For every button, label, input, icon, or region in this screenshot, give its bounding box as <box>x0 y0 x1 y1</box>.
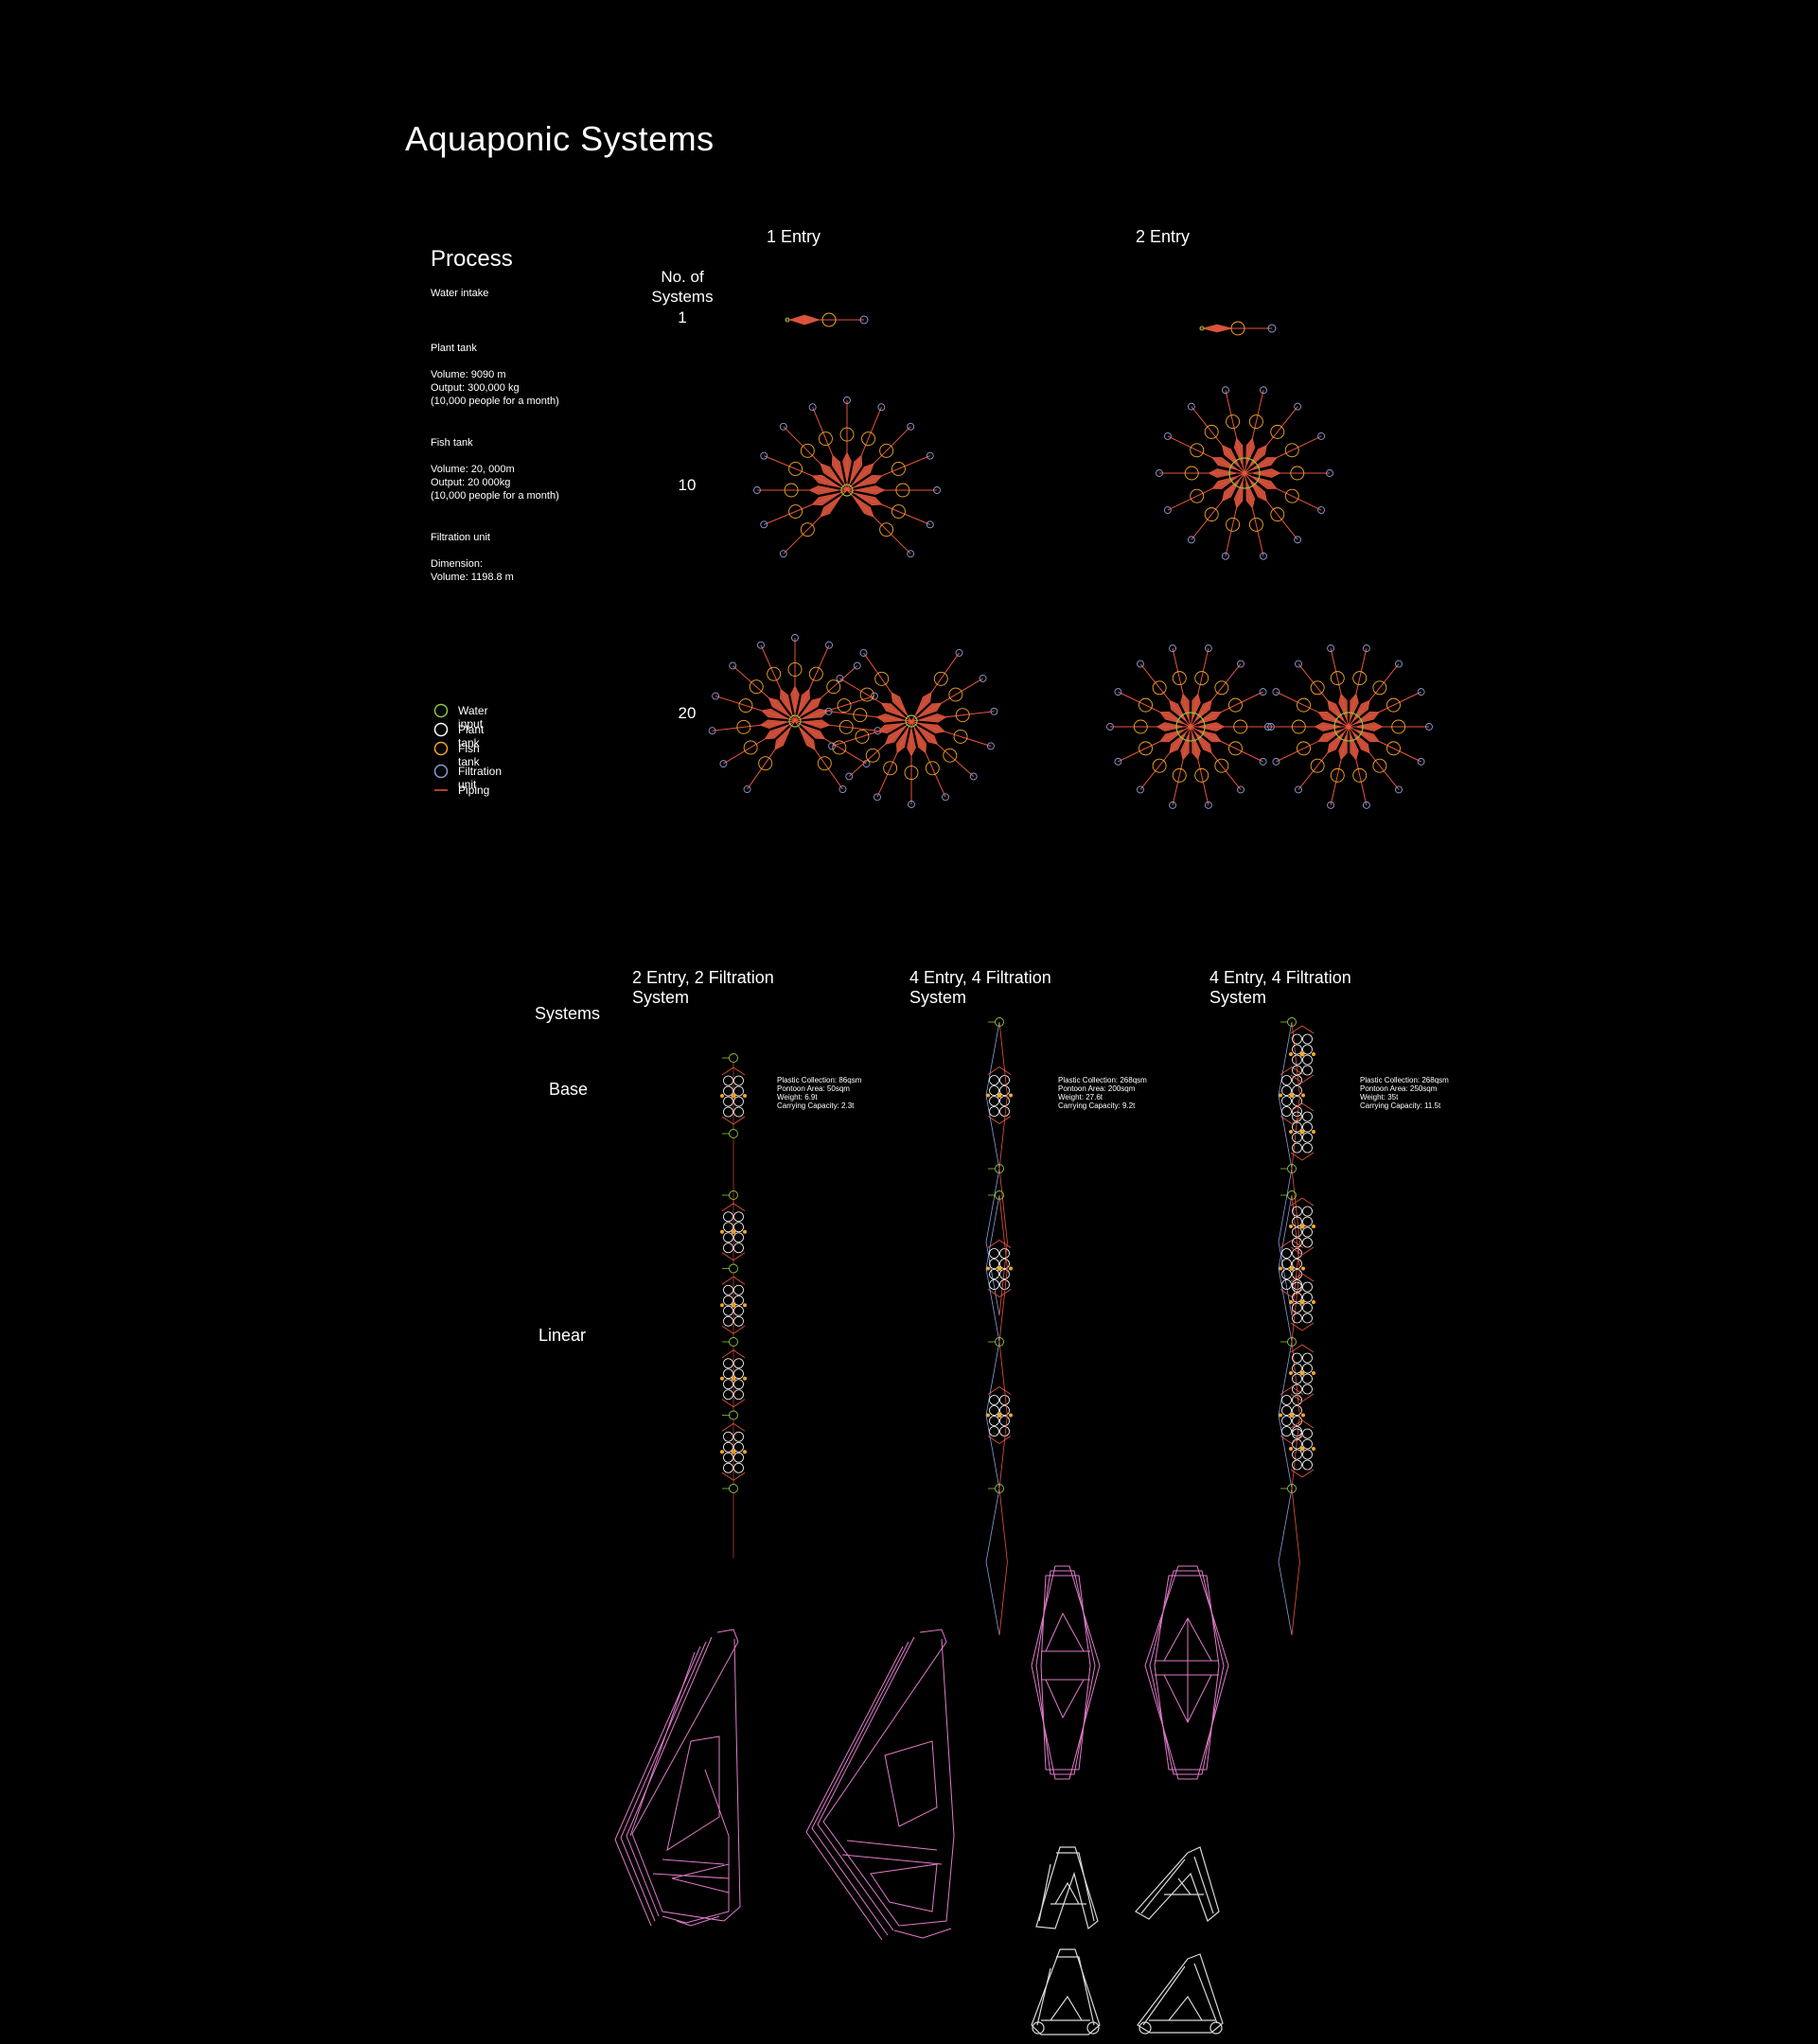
radial-system-diagrams <box>0 0 1818 852</box>
white-frame-3 <box>1032 1949 1100 2035</box>
systems-col-header-2: 4 Entry, 4 Filtration System <box>909 968 1051 1008</box>
single-system-1-entry <box>785 313 868 326</box>
linear-system-chain <box>720 1054 747 1207</box>
radial-system <box>1156 387 1333 559</box>
white-frame-1 <box>1036 1847 1098 1929</box>
systems-col-header-1: 2 Entry, 2 Filtration System <box>632 968 774 1008</box>
radial-system <box>754 397 941 557</box>
white-frame-4 <box>1138 1954 1223 2034</box>
single-system-2-entry <box>1200 322 1276 335</box>
radial-system <box>1107 645 1275 809</box>
radial-system <box>1265 645 1433 809</box>
pink-frame-tall-1 <box>1032 1566 1100 1779</box>
linear-system-chain <box>720 1191 747 1559</box>
linear-system-schematics <box>0 1003 1818 1571</box>
pink-frame-large-1 <box>615 1630 740 1926</box>
structure-renders <box>0 1552 1818 2044</box>
pink-frame-tall-2 <box>1145 1566 1228 1779</box>
systems-col-header-3: 4 Entry, 4 Filtration System <box>1209 968 1351 1008</box>
pink-frame-large-2 <box>806 1630 954 1940</box>
radial-system <box>825 649 997 807</box>
white-frame-2 <box>1136 1847 1219 1921</box>
radial-system <box>709 635 881 793</box>
